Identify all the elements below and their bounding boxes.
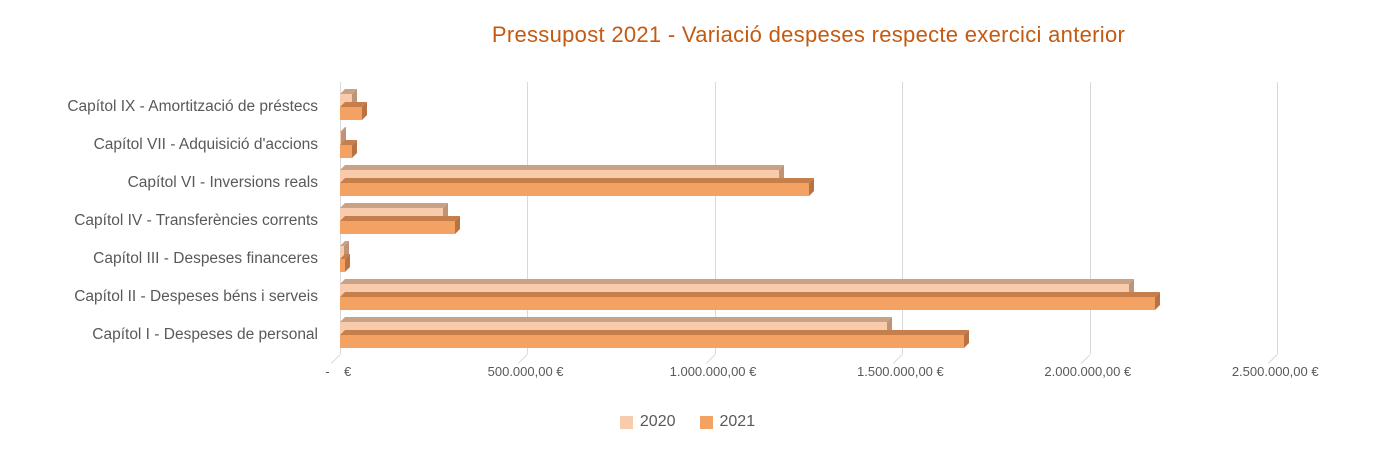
bar-side-face	[352, 140, 357, 158]
bar-2021-2	[340, 140, 357, 158]
plot-area	[330, 82, 1278, 364]
gridline	[714, 82, 716, 354]
bar-side-face	[1155, 292, 1160, 310]
axis-tick-mark	[1267, 354, 1278, 364]
axis-tick-mark	[1080, 354, 1091, 364]
axis-tick-mark	[518, 354, 529, 364]
category-label: Capítol III - Despeses financeres	[93, 250, 318, 267]
legend-item-2020: 2020	[619, 413, 676, 431]
bar-side-face	[964, 330, 969, 348]
bar-top-face	[340, 317, 892, 322]
value-axis-tick-label: 1.000.000,00 €	[669, 364, 760, 379]
value-axis-tick-label: 500.000,00 €	[487, 364, 568, 379]
bar-2021-6	[340, 292, 1160, 310]
bar-2020-2	[340, 127, 346, 145]
category-label: Capítol II - Despeses béns i serveis	[74, 288, 318, 305]
bar-side-face	[345, 254, 350, 272]
bar-top-face	[340, 178, 814, 183]
value-axis-tick-label: - €	[325, 364, 355, 379]
bar-side-face	[455, 216, 460, 234]
bar-top-face	[340, 216, 460, 221]
axis-tick-mark	[892, 354, 903, 364]
axis-tick-mark	[705, 354, 716, 364]
legend: 2020 2021	[0, 413, 1375, 431]
bar-side-face	[809, 178, 814, 196]
bar-2020-5	[340, 241, 349, 259]
value-axis-tick-label: 2.000.000,00 €	[1044, 364, 1135, 379]
value-axis-labels: - € 500.000,00 € 1.000.000,00 € 1.500.00…	[0, 364, 1375, 382]
gridline	[1089, 82, 1091, 354]
axis-tick-mark	[330, 354, 341, 364]
bar-2021-5	[340, 254, 350, 272]
legend-label: 2021	[719, 413, 756, 430]
legend-item-2021: 2021	[699, 413, 756, 431]
bar-top-face	[340, 292, 1160, 297]
gridline	[902, 82, 904, 354]
category-label: Capítol IV - Transferències corrents	[74, 212, 318, 229]
bar-top-face	[340, 279, 1134, 284]
chart-title: Pressupost 2021 - Variació despeses resp…	[491, 22, 1126, 47]
bar-top-face	[340, 165, 784, 170]
bar-2021-4	[340, 216, 460, 234]
category-label: Capítol IX - Amortització de préstecs	[67, 98, 318, 115]
bar-top-face	[340, 203, 448, 208]
bar-2021-1	[340, 102, 367, 120]
bar-top-face	[340, 330, 969, 335]
bar-2021-7	[340, 330, 969, 348]
category-label: Capítol VI - Inversions reals	[127, 174, 318, 191]
category-axis-labels: Capítol IX - Amortització de préstecs Cap…	[0, 88, 318, 354]
gridline	[527, 82, 529, 354]
category-label: Capítol VII - Adquisició d'accions	[93, 136, 318, 153]
bar-2021-3	[340, 178, 814, 196]
value-axis-tick-label: 2.500.000,00 €	[1231, 364, 1323, 379]
legend-marker	[699, 415, 713, 429]
bar-side-face	[362, 102, 367, 120]
category-label: Capítol I - Despeses de personal	[92, 326, 318, 343]
gridline	[1277, 82, 1278, 354]
legend-label: 2020	[639, 413, 676, 430]
legend-marker	[619, 415, 633, 429]
value-axis-tick-label: 1.500.000,00 €	[857, 364, 948, 379]
